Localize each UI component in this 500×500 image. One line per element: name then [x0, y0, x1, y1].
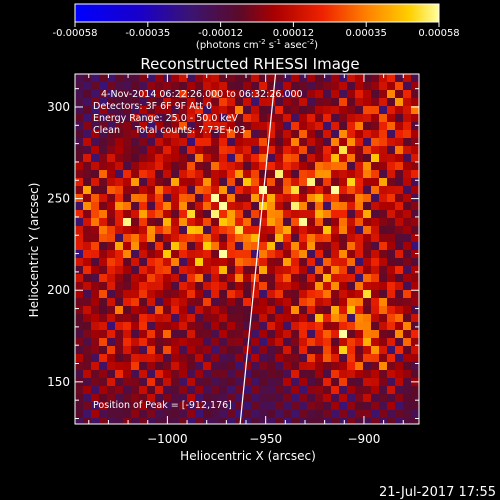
axes-ticks: −1000 −950 −900 150 200 250 300 [47, 74, 419, 446]
colorbar-unit-label: (photons cm-2 s-1 asec-2) [196, 38, 318, 51]
energy-range-text: Energy Range: 25.0 - 50.0 keV [93, 113, 238, 124]
y-tick-label: 200 [47, 283, 70, 297]
peak-position-text: Position of Peak = [-912,176] [93, 400, 232, 411]
clean-counts-text: Clean Total counts: 7.73E+03 [93, 125, 245, 136]
plot-frame [74, 73, 420, 425]
chart-title: Reconstructed RHESSI Image [140, 55, 359, 73]
x-tick-label: −950 [249, 432, 282, 446]
solar-limb-line [239, 74, 277, 424]
x-axis-label: Heliocentric X (arcsec) [180, 449, 316, 463]
y-tick-label: 250 [47, 192, 70, 206]
y-tick-label: 150 [47, 375, 70, 389]
colorbar-tick-label: 0.00035 [346, 28, 387, 39]
colorbar [74, 3, 440, 23]
footer-date: 21-Jul-2017 17:55 [379, 485, 496, 500]
colorbar-tick-label: -0.00035 [125, 28, 170, 39]
x-tick-label: −900 [347, 432, 380, 446]
colorbar-ticks: -0.00058 -0.00035 -0.00012 0.00012 0.00035 0.… [53, 22, 460, 39]
detectors-text: Detectors: 3F 6F 9F Att 0 [93, 101, 212, 112]
annotation-block: 4-Nov-2014 06:22:26.000 to 06:32:26.000 … [93, 89, 303, 411]
time-range-text: 4-Nov-2014 06:22:26.000 to 06:32:26.000 [101, 89, 303, 100]
colorbar-tick-label: -0.00012 [198, 28, 243, 39]
colorbar-tick-label: -0.00058 [53, 28, 98, 39]
colorbar-tick-label: 0.00058 [418, 28, 459, 39]
x-tick-label: −1000 [147, 432, 188, 446]
colorbar-tick-label: 0.00012 [273, 28, 314, 39]
y-tick-label: 300 [47, 100, 70, 114]
y-axis-label: Heliocentric Y (arcsec) [27, 183, 41, 318]
heatmap-image [75, 74, 419, 424]
